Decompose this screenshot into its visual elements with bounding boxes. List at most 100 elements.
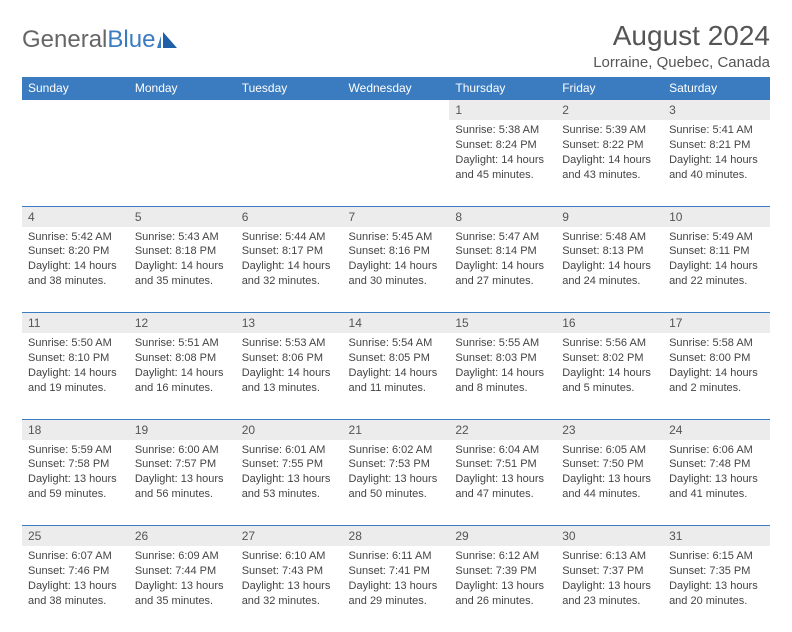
daylight-text: Daylight: 13 hours and 56 minutes. [135, 472, 230, 502]
logo-sail-icon [157, 30, 181, 50]
daylight-text: Daylight: 14 hours and 22 minutes. [669, 259, 764, 289]
sunset-text: Sunset: 8:05 PM [349, 351, 444, 366]
day-number: 3 [663, 100, 770, 121]
content-row: Sunrise: 6:07 AMSunset: 7:46 PMDaylight:… [22, 546, 770, 632]
content-row: Sunrise: 5:42 AMSunset: 8:20 PMDaylight:… [22, 227, 770, 313]
daylight-text: Daylight: 14 hours and 11 minutes. [349, 366, 444, 396]
daylight-text: Daylight: 14 hours and 40 minutes. [669, 153, 764, 183]
day-content: Sunrise: 5:38 AMSunset: 8:24 PMDaylight:… [449, 120, 556, 206]
daylight-text: Daylight: 13 hours and 20 minutes. [669, 579, 764, 609]
day-content: Sunrise: 6:01 AMSunset: 7:55 PMDaylight:… [236, 440, 343, 526]
sunrise-text: Sunrise: 6:00 AM [135, 443, 230, 458]
sunrise-text: Sunrise: 5:38 AM [455, 123, 550, 138]
day-number: 23 [556, 419, 663, 440]
daylight-text: Daylight: 14 hours and 8 minutes. [455, 366, 550, 396]
day-number-empty [22, 100, 129, 121]
day-number: 13 [236, 313, 343, 334]
day-content: Sunrise: 5:53 AMSunset: 8:06 PMDaylight:… [236, 333, 343, 419]
daylight-text: Daylight: 13 hours and 59 minutes. [28, 472, 123, 502]
logo-text: GeneralBlue [22, 26, 155, 54]
sunset-text: Sunset: 7:58 PM [28, 457, 123, 472]
day-content: Sunrise: 5:42 AMSunset: 8:20 PMDaylight:… [22, 227, 129, 313]
sunrise-text: Sunrise: 6:01 AM [242, 443, 337, 458]
day-number: 19 [129, 419, 236, 440]
day-number: 4 [22, 206, 129, 227]
day-number: 11 [22, 313, 129, 334]
daylight-text: Daylight: 14 hours and 19 minutes. [28, 366, 123, 396]
sunrise-text: Sunrise: 5:48 AM [562, 230, 657, 245]
day-number-empty [343, 100, 450, 121]
sunset-text: Sunset: 7:41 PM [349, 564, 444, 579]
sunrise-text: Sunrise: 6:02 AM [349, 443, 444, 458]
day-number: 22 [449, 419, 556, 440]
day-content: Sunrise: 5:55 AMSunset: 8:03 PMDaylight:… [449, 333, 556, 419]
sunset-text: Sunset: 8:14 PM [455, 244, 550, 259]
daylight-text: Daylight: 13 hours and 41 minutes. [669, 472, 764, 502]
daylight-text: Daylight: 14 hours and 16 minutes. [135, 366, 230, 396]
day-content: Sunrise: 6:10 AMSunset: 7:43 PMDaylight:… [236, 546, 343, 632]
sunrise-text: Sunrise: 6:07 AM [28, 549, 123, 564]
logo-accent: Blue [107, 26, 155, 53]
day-number: 21 [343, 419, 450, 440]
daylight-text: Daylight: 14 hours and 45 minutes. [455, 153, 550, 183]
sunrise-text: Sunrise: 6:13 AM [562, 549, 657, 564]
sunset-text: Sunset: 7:35 PM [669, 564, 764, 579]
daylight-text: Daylight: 14 hours and 2 minutes. [669, 366, 764, 396]
sunrise-text: Sunrise: 5:41 AM [669, 123, 764, 138]
sunset-text: Sunset: 8:22 PM [562, 138, 657, 153]
day-content: Sunrise: 5:49 AMSunset: 8:11 PMDaylight:… [663, 227, 770, 313]
sunrise-text: Sunrise: 5:59 AM [28, 443, 123, 458]
sunrise-text: Sunrise: 5:49 AM [669, 230, 764, 245]
day-content: Sunrise: 6:07 AMSunset: 7:46 PMDaylight:… [22, 546, 129, 632]
day-number: 17 [663, 313, 770, 334]
sunset-text: Sunset: 7:57 PM [135, 457, 230, 472]
day-content: Sunrise: 6:04 AMSunset: 7:51 PMDaylight:… [449, 440, 556, 526]
calendar-body: 123Sunrise: 5:38 AMSunset: 8:24 PMDaylig… [22, 100, 770, 632]
day-number: 6 [236, 206, 343, 227]
day-header: Sunday [22, 77, 129, 100]
daylight-text: Daylight: 13 hours and 35 minutes. [135, 579, 230, 609]
daylight-text: Daylight: 13 hours and 29 minutes. [349, 579, 444, 609]
day-content: Sunrise: 6:12 AMSunset: 7:39 PMDaylight:… [449, 546, 556, 632]
day-number-empty [129, 100, 236, 121]
sunset-text: Sunset: 7:55 PM [242, 457, 337, 472]
daynum-row: 45678910 [22, 206, 770, 227]
sunset-text: Sunset: 8:13 PM [562, 244, 657, 259]
daylight-text: Daylight: 14 hours and 27 minutes. [455, 259, 550, 289]
day-number: 25 [22, 526, 129, 547]
day-content: Sunrise: 6:05 AMSunset: 7:50 PMDaylight:… [556, 440, 663, 526]
day-content: Sunrise: 6:11 AMSunset: 7:41 PMDaylight:… [343, 546, 450, 632]
daylight-text: Daylight: 14 hours and 38 minutes. [28, 259, 123, 289]
day-content: Sunrise: 5:58 AMSunset: 8:00 PMDaylight:… [663, 333, 770, 419]
day-number: 16 [556, 313, 663, 334]
day-header: Wednesday [343, 77, 450, 100]
daylight-text: Daylight: 14 hours and 30 minutes. [349, 259, 444, 289]
day-header: Tuesday [236, 77, 343, 100]
sunset-text: Sunset: 8:02 PM [562, 351, 657, 366]
day-number: 18 [22, 419, 129, 440]
daynum-row: 18192021222324 [22, 419, 770, 440]
day-content: Sunrise: 5:56 AMSunset: 8:02 PMDaylight:… [556, 333, 663, 419]
daylight-text: Daylight: 13 hours and 32 minutes. [242, 579, 337, 609]
sunrise-text: Sunrise: 5:53 AM [242, 336, 337, 351]
content-row: Sunrise: 5:38 AMSunset: 8:24 PMDaylight:… [22, 120, 770, 206]
logo-name: General [22, 26, 107, 53]
logo: GeneralBlue [22, 26, 181, 54]
sunset-text: Sunset: 7:39 PM [455, 564, 550, 579]
sunset-text: Sunset: 7:37 PM [562, 564, 657, 579]
day-content-empty [129, 120, 236, 206]
day-content: Sunrise: 6:06 AMSunset: 7:48 PMDaylight:… [663, 440, 770, 526]
sunset-text: Sunset: 7:44 PM [135, 564, 230, 579]
day-content: Sunrise: 5:59 AMSunset: 7:58 PMDaylight:… [22, 440, 129, 526]
sunset-text: Sunset: 7:53 PM [349, 457, 444, 472]
location: Lorraine, Quebec, Canada [593, 54, 770, 71]
sunset-text: Sunset: 7:50 PM [562, 457, 657, 472]
day-content: Sunrise: 5:47 AMSunset: 8:14 PMDaylight:… [449, 227, 556, 313]
sunrise-text: Sunrise: 6:11 AM [349, 549, 444, 564]
calendar-header-row: SundayMondayTuesdayWednesdayThursdayFrid… [22, 77, 770, 100]
day-content-empty [22, 120, 129, 206]
sunrise-text: Sunrise: 5:42 AM [28, 230, 123, 245]
day-content: Sunrise: 5:54 AMSunset: 8:05 PMDaylight:… [343, 333, 450, 419]
daynum-row: 123 [22, 100, 770, 121]
day-content: Sunrise: 5:50 AMSunset: 8:10 PMDaylight:… [22, 333, 129, 419]
